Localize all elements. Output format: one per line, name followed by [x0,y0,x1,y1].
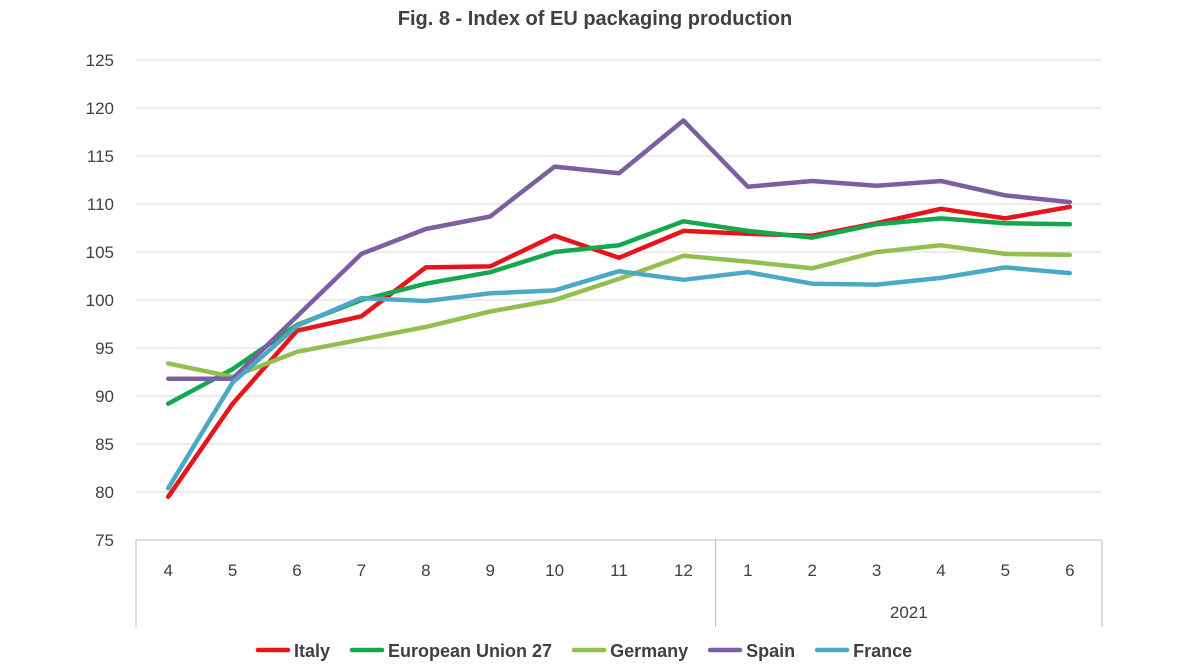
x-tick-label: 3 [872,561,881,580]
x-tick-label: 4 [936,561,945,580]
x-tick-label: 1 [743,561,752,580]
x-tick-label: 7 [357,561,366,580]
series-line-spain [165,118,1073,381]
y-tick-label: 120 [86,99,114,118]
x-group-label: 2021 [890,603,928,622]
x-tick-label: 6 [292,561,301,580]
x-tick-label: 11 [610,561,628,580]
y-tick-label: 125 [86,51,114,70]
series-line-italy [165,204,1073,500]
chart-title: Fig. 8 - Index of EU packaging productio… [397,8,793,30]
y-tick-label: 95 [95,339,114,358]
x-tick-label: 4 [163,561,172,580]
y-tick-label: 80 [95,483,114,502]
y-tick-label: 105 [86,243,114,262]
gridlines [136,59,1102,541]
x-tick-label: 9 [485,561,494,580]
series-line-france [165,265,1073,491]
legend-label: France [853,641,912,661]
y-tick-label: 85 [95,435,114,454]
x-tick-label: 12 [674,561,693,580]
x-tick-label: 10 [545,561,564,580]
legend-label: European Union 27 [388,641,552,661]
y-tick-label: 110 [87,195,114,214]
y-tick-label: 115 [87,147,114,166]
y-tick-label: 75 [95,531,114,550]
legend-label: Spain [746,641,795,661]
x-tick-label: 2 [807,561,816,580]
y-tick-label: 90 [95,387,114,406]
x-tick-label: 5 [228,561,237,580]
x-tick-label: 8 [421,561,430,580]
legend: Italy European Union 27 Germany Spain France [255,641,912,661]
legend-label: Germany [610,641,688,661]
x-tick-label: 6 [1065,561,1074,580]
series-lines [165,118,1073,500]
legend-label: Italy [294,641,330,661]
y-tick-label: 100 [86,291,114,310]
series-line-germany [165,243,1073,380]
x-tick-label: 5 [1001,561,1010,580]
